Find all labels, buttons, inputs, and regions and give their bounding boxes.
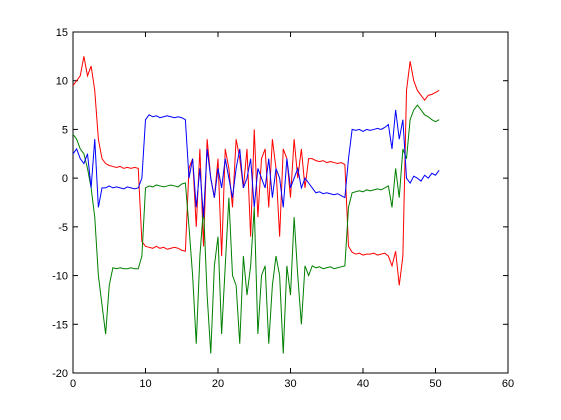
plot-frame [72, 31, 509, 374]
y-tick-label: -5 [58, 222, 68, 234]
x-tick-label: 10 [139, 378, 151, 390]
y-tick-label: 10 [56, 76, 68, 88]
x-tick-label: 30 [284, 378, 296, 390]
y-tick-label: 15 [56, 27, 68, 39]
x-tick-label: 60 [502, 378, 514, 390]
x-tick-label: 40 [357, 378, 369, 390]
y-tick-label: -20 [52, 368, 68, 380]
y-tick-label: 0 [62, 173, 68, 185]
data-line [72, 104, 440, 354]
x-tick-label: 0 [70, 378, 76, 390]
x-tick-label: 50 [429, 378, 441, 390]
y-tick-label: 5 [62, 124, 68, 136]
data-line [72, 56, 440, 286]
y-tick-label: -15 [52, 319, 68, 331]
x-tick-label: 20 [212, 378, 224, 390]
y-tick-label: -10 [52, 271, 68, 283]
data-line [72, 109, 440, 218]
